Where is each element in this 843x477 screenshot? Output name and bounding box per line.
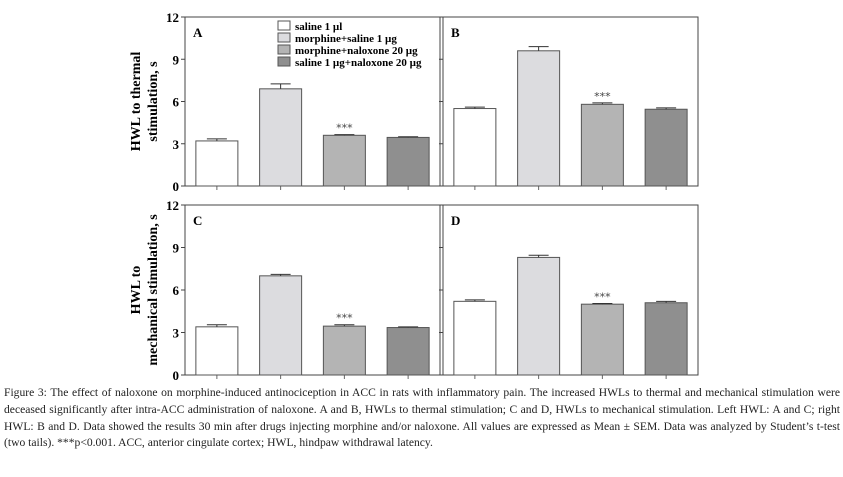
y-tick-label: 12 [166,10,179,25]
bar [386,327,430,376]
bar [580,103,624,187]
panel-d: D *** [439,204,699,379]
significance-label: *** [336,312,353,325]
y-tick-label: 0 [173,368,180,383]
bar [644,302,688,376]
y-axis-label: HWL to thermal [129,52,144,152]
legend-swatch [277,32,291,43]
panel-label: C [193,213,202,228]
caption-text: The effect of naloxone on morphine-induc… [4,386,840,450]
bar [259,88,303,187]
legend-entry: saline 1 µl [295,21,342,33]
bar [644,108,688,187]
panel-label: A [193,25,203,40]
y-tick-label: 0 [173,179,180,194]
y-tick-label: 9 [173,241,180,256]
bar [259,275,303,376]
y-axis-label: stimulation, s [146,61,161,142]
panel-label: B [451,25,460,40]
legend-entry: morphine+naloxone 20 µg [295,45,418,57]
legend-swatch [277,56,291,67]
y-tick-label: 3 [173,326,180,341]
legend-entry: morphine+saline 1 µg [295,33,397,45]
bar [386,136,430,187]
y-tick-label: 12 [166,198,179,213]
legend-entry: saline 1 µg+naloxone 20 µg [295,57,422,69]
bar [322,325,366,376]
panel-label: D [451,213,460,228]
panel-a: A *** 0 3 6 9 12 HWL to thermal stimulation, s [129,10,441,194]
y-tick-label: 9 [173,52,180,67]
significance-label: *** [594,90,611,103]
panel-b: B *** [439,16,699,190]
bar [580,303,624,376]
bar [322,134,366,187]
bar [195,326,239,376]
caption-label: Figure 3: [4,386,47,399]
figure-caption: Figure 3: The effect of naloxone on morp… [4,385,840,452]
legend-swatch [277,20,291,31]
bar [195,140,239,187]
y-tick-label: 3 [173,137,180,152]
figure-3-bar-charts: A *** 0 3 6 9 12 HWL to thermal stimulation, s B *… [129,10,699,383]
bar [517,50,561,187]
panel-c: C *** 0 3 6 9 12 HWL to mechanical stimulation, … [129,198,441,383]
y-axis-label: mechanical stimulation, s [146,214,161,366]
significance-label: *** [336,122,353,135]
bar [453,108,497,187]
legend-swatch [277,44,291,55]
significance-label: *** [594,290,611,303]
bar [453,300,497,376]
y-tick-label: 6 [173,95,180,110]
y-tick-label: 6 [173,283,180,298]
bar [517,256,561,376]
y-axis-label: HWL to [129,266,144,315]
